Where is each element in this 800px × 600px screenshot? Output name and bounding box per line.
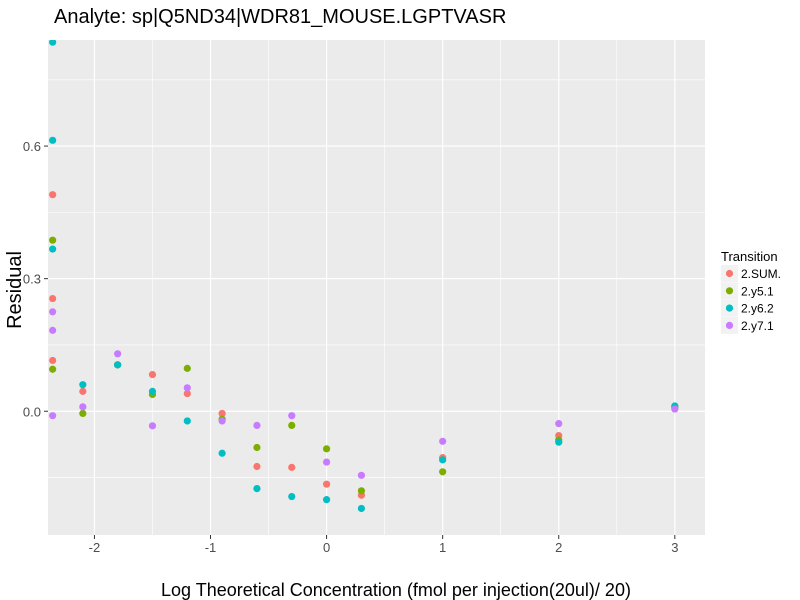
legend-label-2-y7-1: 2.y7.1 — [741, 319, 774, 333]
point-2-y5-1 — [49, 365, 57, 373]
legend-label-2-y5-1: 2.y5.1 — [741, 284, 774, 298]
legend-key-2-y7-1 — [725, 321, 734, 329]
point-2-y7-1 — [114, 350, 122, 358]
point-2-y7-1 — [79, 403, 87, 411]
legend: Transition 2.SUM. 2.y5.1 2.y6.2 2.y7.1 — [721, 249, 781, 334]
point-2-y5-1 — [79, 409, 87, 418]
point-2-y7-1 — [288, 412, 296, 420]
point-2-y6-2 — [148, 387, 157, 395]
point-2-y6-2 — [218, 449, 226, 457]
point-2-y7-1 — [49, 308, 57, 316]
x-tick-label: -1 — [205, 540, 217, 555]
x-axis-title: Log Theoretical Concentration (fmol per … — [161, 580, 631, 600]
point-2-y5-1 — [322, 445, 331, 453]
point-2-y6-2 — [253, 484, 261, 493]
point-2-sum — [253, 462, 261, 471]
point-2-y7-1 — [49, 326, 57, 334]
x-tick-label: 0 — [323, 540, 330, 555]
point-2-y7-1 — [183, 384, 191, 392]
point-2-y6-2 — [555, 438, 563, 446]
point-2-y7-1 — [322, 458, 331, 466]
point-2-y6-2 — [322, 496, 331, 504]
plot-panel — [48, 40, 705, 535]
y-tick-label: 0.6 — [23, 139, 41, 154]
y-tick-label: 0.3 — [23, 272, 41, 287]
point-2-y6-2 — [183, 417, 191, 425]
point-2-y6-2 — [49, 40, 57, 46]
point-2-sum — [49, 356, 57, 365]
point-2-sum — [183, 389, 191, 398]
point-2-sum — [288, 463, 296, 471]
point-2-y5-1 — [49, 236, 57, 244]
x-tick-label: -2 — [89, 540, 101, 555]
x-tick-label: 3 — [671, 540, 678, 555]
point-2-y7-1 — [439, 437, 447, 445]
point-2-y6-2 — [288, 492, 296, 501]
legend-label-2-y6-2: 2.y6.2 — [741, 302, 774, 316]
point-2-y5-1 — [357, 487, 366, 495]
point-2-y5-1 — [183, 364, 191, 372]
grid-lines — [48, 40, 705, 535]
chart-title: Analyte: sp|Q5ND34|WDR81_MOUSE.LGPTVASR — [54, 6, 506, 28]
point-2-sum — [218, 409, 226, 418]
point-2-y5-1 — [288, 421, 296, 429]
point-2-sum — [322, 480, 331, 488]
point-2-sum — [79, 387, 87, 395]
point-2-y7-1 — [253, 421, 261, 429]
x-axis-ticks: -2 -1 0 1 2 3 — [89, 535, 678, 555]
point-2-y6-2 — [357, 504, 366, 513]
point-2-y6-2 — [49, 136, 57, 144]
point-2-y7-1 — [555, 420, 563, 428]
point-2-sum — [49, 191, 57, 199]
point-2-sum — [49, 294, 57, 303]
point-2-y5-1 — [439, 468, 447, 476]
point-2-y7-1 — [357, 471, 366, 479]
y-axis-ticks: 0.0 0.3 0.6 — [23, 139, 48, 419]
x-tick-label: 1 — [439, 540, 446, 555]
y-axis-title: Residual — [4, 251, 26, 329]
point-2-y6-2 — [114, 361, 122, 369]
x-tick-label: 2 — [555, 540, 562, 555]
point-2-y7-1 — [671, 405, 679, 413]
point-2-y7-1 — [49, 412, 57, 420]
point-2-sum — [148, 370, 157, 379]
legend-label-2-sum: 2.SUM. — [741, 267, 781, 281]
legend-key-2-y5-1 — [725, 287, 734, 295]
y-tick-label: 0.0 — [23, 404, 41, 419]
point-2-y7-1 — [218, 417, 226, 425]
legend-key-2-y6-2 — [725, 304, 734, 312]
point-2-y6-2 — [79, 381, 87, 389]
legend-title: Transition — [721, 249, 778, 264]
point-2-y5-1 — [253, 443, 261, 452]
legend-key-2-sum — [725, 269, 734, 278]
point-2-y6-2 — [49, 245, 57, 253]
point-2-y6-2 — [439, 456, 447, 464]
point-2-y7-1 — [148, 422, 157, 430]
data-points — [49, 40, 679, 513]
